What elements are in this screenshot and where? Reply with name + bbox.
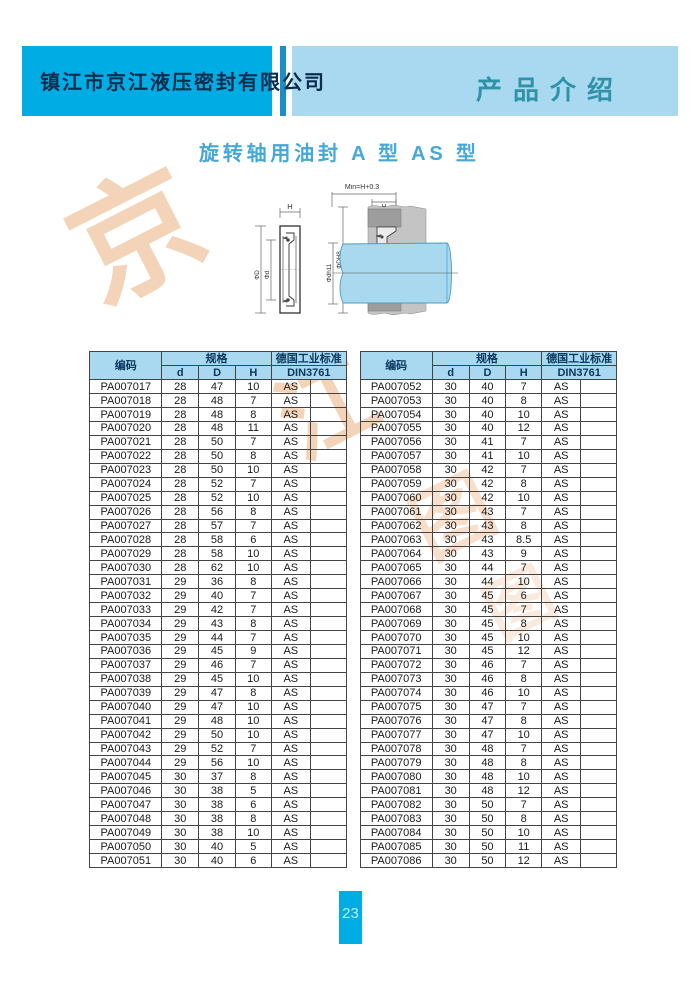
svg-text:H: H (287, 202, 292, 211)
svg-text:Min=H+0.3: Min=H+0.3 (345, 184, 379, 191)
svg-text:Φd: Φd (264, 270, 271, 279)
svg-text:ΦD: ΦD (254, 270, 261, 280)
svg-text:Φdh11: Φdh11 (326, 263, 333, 282)
